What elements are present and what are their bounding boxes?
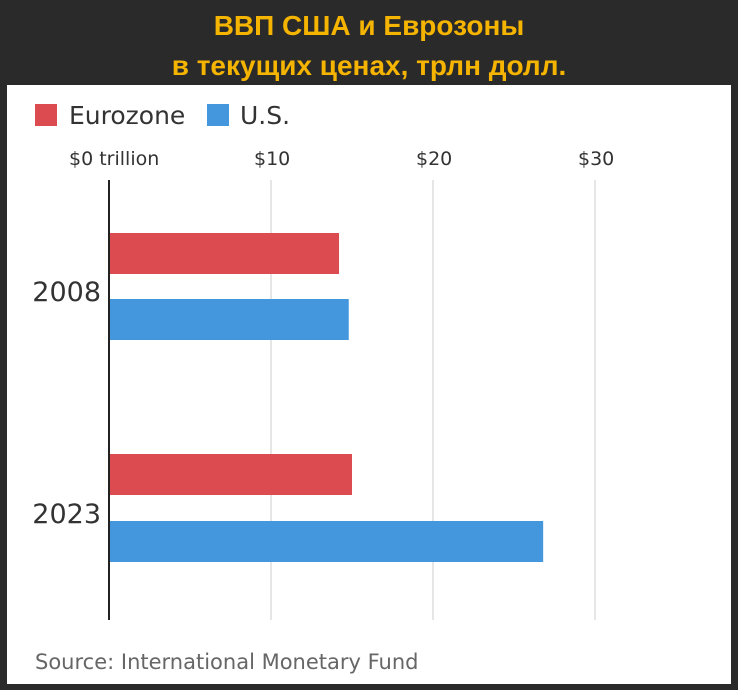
category-label-2008: 2008 (32, 277, 101, 308)
chart-panel: Eurozone U.S. $0 trillion $10 $20 $30 2008 2… (7, 85, 731, 684)
x-axis-ticks: $0 trillion $10 $20 $30 (69, 148, 614, 170)
category-label-2023: 2023 (32, 499, 101, 530)
title-line-1: ВВП США и Еврозоны (213, 10, 525, 41)
x-tick-label: $30 (578, 148, 614, 170)
x-tick-label: $20 (416, 148, 452, 170)
legend: Eurozone U.S. (35, 101, 290, 130)
bar-eurozone-2008 (109, 233, 340, 274)
x-tick-label: $10 (254, 148, 290, 170)
legend-swatch-us (207, 104, 229, 126)
x-tick-label: $0 trillion (69, 148, 159, 170)
bar-us-2008 (109, 299, 349, 340)
source-note: Source: International Monetary Fund (35, 650, 419, 674)
legend-label-us: U.S. (240, 101, 290, 130)
category-labels: 2008 2023 (32, 277, 101, 530)
bars (109, 233, 544, 562)
chart-title: ВВП США и Еврозоны в текущих ценах, трлн… (0, 0, 738, 88)
legend-label-eurozone: Eurozone (69, 101, 185, 130)
bar-us-2023 (109, 521, 544, 562)
title-line-2: в текущих ценах, трлн долл. (171, 50, 567, 81)
bar-eurozone-2023 (109, 454, 352, 495)
legend-swatch-eurozone (35, 104, 57, 126)
bar-chart: Eurozone U.S. $0 trillion $10 $20 $30 20082… (32, 101, 614, 674)
